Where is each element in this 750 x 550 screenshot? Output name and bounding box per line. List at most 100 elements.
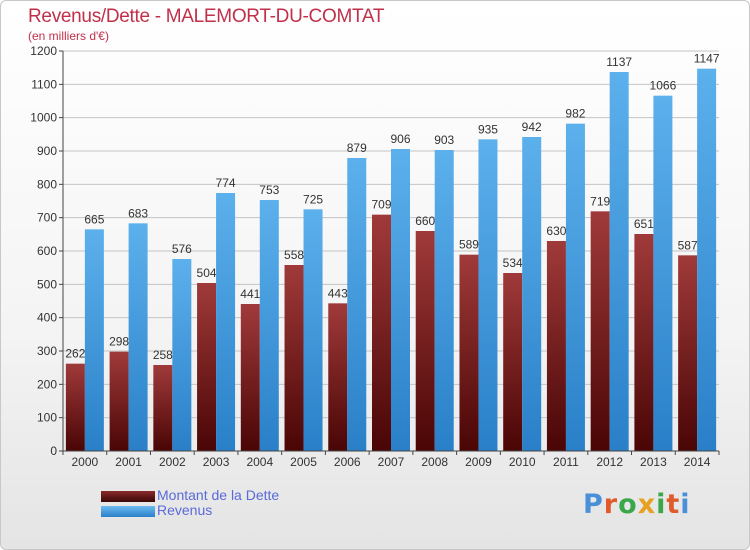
x-tick-label: 2007 [378, 455, 405, 469]
y-tick-label: 600 [37, 244, 57, 258]
chart-subtitle: (en milliers d'€) [28, 29, 109, 43]
data-label: 903 [434, 133, 454, 147]
x-tick-label: 2012 [596, 455, 623, 469]
data-label: 1147 [694, 52, 720, 66]
legend-label-dette: Montant de la Dette [157, 487, 280, 503]
data-label: 719 [590, 194, 610, 208]
data-label: 534 [503, 256, 523, 270]
x-tick-label: 2003 [203, 455, 230, 469]
bar-dette [109, 351, 129, 451]
data-label: 942 [522, 120, 542, 134]
data-label: 753 [259, 183, 279, 197]
x-tick-label: 2010 [509, 455, 536, 469]
legend-label-revenus: Revenus [157, 502, 213, 518]
bar-revenus [259, 200, 279, 451]
data-label: 725 [303, 192, 323, 206]
bar-revenus [565, 123, 585, 452]
bar-revenus [216, 193, 236, 451]
bar-dette [65, 363, 85, 451]
x-tick-label: 2001 [115, 455, 142, 469]
y-tick-label: 300 [37, 344, 57, 358]
x-tick-label: 2008 [421, 455, 448, 469]
bars: 262 665 298 683 258 576 504 774 441 753 558 725 443 8… [65, 52, 720, 452]
data-label: 504 [197, 266, 217, 280]
bar-revenus [478, 139, 498, 452]
data-label: 709 [371, 198, 391, 212]
proxiti-logo: Proxiti [583, 489, 691, 520]
bar-dette [415, 231, 435, 451]
data-label: 443 [328, 286, 348, 300]
bar-revenus [697, 68, 717, 452]
bar-dette [459, 254, 479, 451]
bar-dette [634, 234, 654, 451]
bar-dette [284, 265, 304, 451]
data-label: 982 [565, 107, 585, 121]
data-label: 558 [284, 248, 304, 262]
y-tick-label: 100 [37, 411, 57, 425]
x-tick-label: 2013 [640, 455, 667, 469]
data-label: 262 [65, 347, 85, 361]
x-tick-label: 2005 [290, 455, 317, 469]
logo-letter: t [666, 489, 681, 520]
logo-letter: o [618, 489, 638, 520]
bar-revenus [391, 149, 410, 451]
y-tick-label: 1100 [31, 77, 57, 91]
y-tick-label: 1200 [30, 44, 57, 58]
bar-revenus [128, 223, 148, 451]
bar-dette [197, 283, 217, 451]
axes: 0 100 200 300 400 500 600 700 800 900 1000 1100 1200… [30, 44, 720, 469]
bar-dette [546, 241, 566, 451]
data-label: 683 [128, 206, 148, 220]
data-label: 441 [240, 287, 260, 301]
bar-dette [328, 303, 348, 451]
x-tick-label: 2014 [684, 455, 711, 469]
data-label: 665 [84, 212, 104, 226]
data-label: 1137 [606, 55, 632, 69]
bar-revenus [609, 72, 629, 451]
bar-dette [590, 211, 610, 451]
y-tick-label: 200 [37, 377, 57, 391]
y-tick-label: 900 [37, 144, 57, 158]
data-label: 589 [459, 238, 479, 252]
x-tick-label: 2009 [465, 455, 492, 469]
bar-dette [153, 365, 173, 451]
legend-swatch-revenus [101, 506, 155, 517]
bar-revenus [347, 158, 367, 451]
y-tick-label: 500 [37, 277, 57, 291]
data-label: 298 [109, 335, 129, 349]
bar-dette [240, 304, 260, 451]
x-tick-label: 2004 [246, 455, 273, 469]
chart-title: Revenus/Dette - MALEMORT-DU-COMTAT [28, 6, 385, 27]
bar-dette [678, 255, 698, 451]
bar-revenus [522, 137, 542, 451]
legend-swatch-dette [101, 491, 155, 502]
data-label: 587 [678, 238, 698, 252]
x-tick-label: 2006 [334, 455, 361, 469]
bar-revenus [653, 95, 673, 452]
logo-letter: i [680, 489, 691, 520]
bar-revenus [84, 229, 104, 451]
x-tick-label: 2011 [553, 455, 579, 469]
data-label: 660 [415, 214, 435, 228]
logo-letter: i [656, 489, 667, 520]
data-label: 906 [390, 132, 410, 146]
logo-letter: P [583, 489, 604, 520]
bar-revenus [434, 150, 454, 451]
data-label: 935 [478, 122, 498, 136]
y-tick-label: 0 [50, 444, 57, 458]
logo-letter: x [637, 489, 657, 520]
bar-dette [503, 273, 523, 451]
data-label: 576 [172, 242, 192, 256]
data-label: 651 [634, 217, 654, 231]
y-tick-label: 1000 [30, 111, 57, 125]
data-label: 1066 [650, 79, 677, 93]
bar-revenus [172, 259, 192, 451]
bar-revenus [303, 209, 323, 451]
y-tick-label: 800 [37, 177, 57, 191]
data-label: 774 [216, 176, 236, 190]
logo-letter: r [603, 489, 619, 520]
y-tick-label: 700 [37, 211, 57, 225]
bar-dette [372, 214, 391, 451]
